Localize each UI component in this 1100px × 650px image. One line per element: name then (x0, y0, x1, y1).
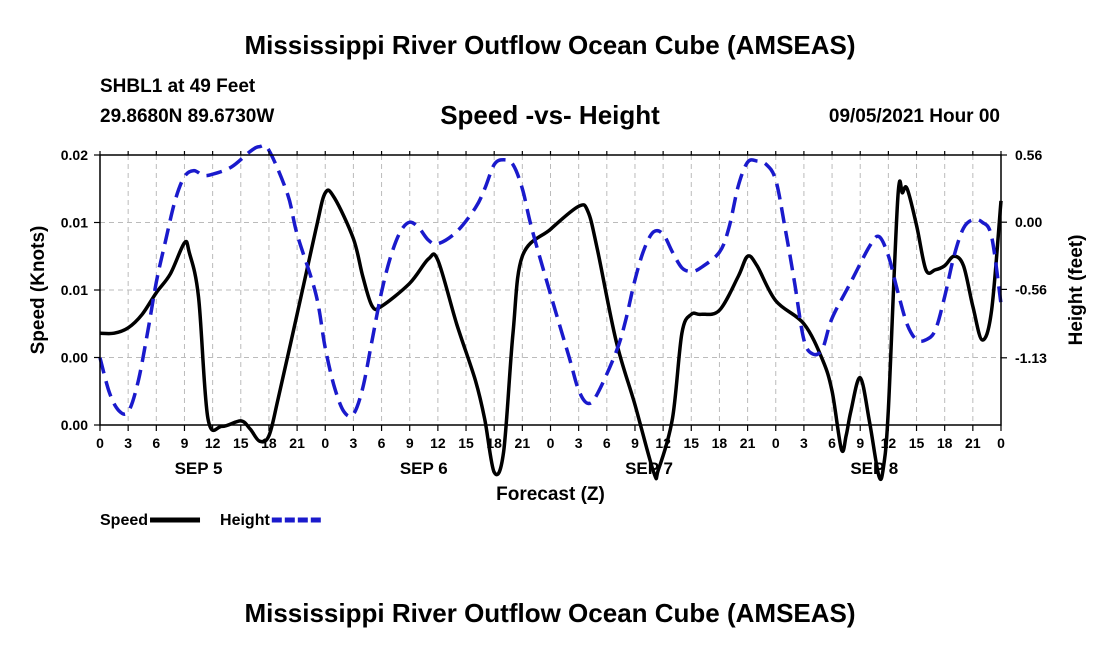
x-tick-label: 9 (856, 435, 864, 451)
day-label: SEP 5 (175, 459, 223, 478)
x-tick-label: 12 (881, 435, 897, 451)
x-tick-label: 21 (289, 435, 305, 451)
x-tick-label: 12 (205, 435, 221, 451)
day-label: SEP 7 (625, 459, 673, 478)
x-tick-label: 0 (772, 435, 780, 451)
y-axis-left-title: Speed (Knots) (28, 226, 49, 355)
series-line-speed (99, 179, 1003, 481)
x-tick-label: 18 (486, 435, 502, 451)
x-tick-label: 18 (937, 435, 953, 451)
y-right-tick-label: 0.00 (1015, 214, 1042, 230)
x-axis-title: Forecast (Z) (496, 484, 605, 505)
y-left-tick-label: 0.01 (61, 282, 88, 298)
x-tick-label: 18 (712, 435, 728, 451)
x-tick-label: 9 (406, 435, 414, 451)
footer-title: Mississippi River Outflow Ocean Cube (AM… (244, 598, 856, 628)
x-tick-label: 12 (655, 435, 671, 451)
x-tick-label: 6 (828, 435, 836, 451)
x-tick-label: 9 (631, 435, 639, 451)
legend-label-height: Height (220, 512, 270, 529)
chart-title: Mississippi River Outflow Ocean Cube (AM… (244, 30, 856, 60)
station-label: SHBL1 at 49 Feet (100, 76, 256, 97)
y-left-tick-label: 0.02 (61, 147, 88, 163)
x-tick-label: 6 (378, 435, 386, 451)
series (98, 143, 1003, 481)
x-tick-label: 12 (430, 435, 446, 451)
x-tick-label: 21 (965, 435, 981, 451)
coordinates-label: 29.8680N 89.6730W (100, 106, 275, 127)
day-label: SEP 8 (850, 459, 898, 478)
x-tick-label: 21 (740, 435, 756, 451)
y-right-tick-label: -1.13 (1015, 350, 1047, 366)
x-tick-label: 15 (909, 435, 925, 451)
x-tick-label: 15 (458, 435, 474, 451)
x-tick-label: 0 (997, 435, 1005, 451)
legend: Speed Height (100, 512, 322, 529)
x-tick-label: 0 (321, 435, 329, 451)
y-left-tick-label: 0.00 (61, 417, 88, 433)
chart-subtitle: Speed -vs- Height (440, 100, 660, 130)
y-left-tick-label: 0.01 (61, 215, 88, 231)
x-tick-label: 3 (124, 435, 132, 451)
x-tick-label: 0 (96, 435, 104, 451)
x-tick-label: 15 (683, 435, 699, 451)
x-tick-label: 3 (800, 435, 808, 451)
x-tick-label: 9 (181, 435, 189, 451)
y-axis-right-title: Height (feet) (1066, 235, 1087, 346)
y-right-tick-label: -0.56 (1015, 281, 1047, 297)
series-line-height (98, 143, 1003, 419)
forecast-datetime: 09/05/2021 Hour 00 (828, 106, 1000, 127)
y-right-tick-label: 0.56 (1015, 147, 1042, 163)
x-tick-label: 0 (547, 435, 555, 451)
x-tick-label: 21 (515, 435, 531, 451)
ticks: 0 3 6 9 12 15 18 21 0 3 6 9 12 15 18 21 0 3 6 9 12 15 18 21 0 3 6 9… (61, 147, 1047, 478)
x-tick-label: 6 (603, 435, 611, 451)
x-tick-label: 6 (152, 435, 160, 451)
day-label: SEP 6 (400, 459, 448, 478)
x-tick-label: 15 (233, 435, 249, 451)
x-tick-label: 18 (261, 435, 277, 451)
x-tick-label: 3 (575, 435, 583, 451)
x-tick-label: 3 (350, 435, 358, 451)
legend-label-speed: Speed (100, 512, 148, 529)
y-left-tick-label: 0.00 (61, 350, 88, 366)
